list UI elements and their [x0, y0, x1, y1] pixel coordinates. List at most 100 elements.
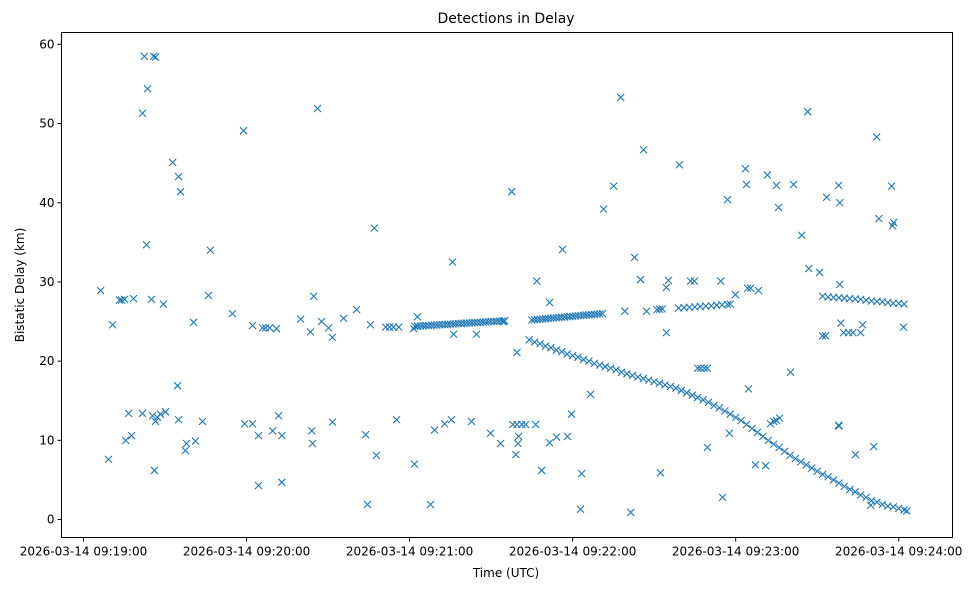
data-point [639, 145, 648, 154]
data-point [774, 203, 783, 212]
data-point [630, 253, 639, 262]
data-point [703, 443, 712, 452]
data-point [173, 381, 182, 390]
data-point [671, 384, 680, 392]
data-point [472, 330, 481, 339]
data-point [655, 379, 664, 388]
data-point [598, 309, 607, 318]
data-point [168, 158, 177, 167]
data-point [440, 419, 449, 428]
data-point [769, 417, 778, 426]
x-tick-label: 2026-03-14 09:22:00 [509, 545, 636, 559]
data-point [731, 290, 740, 299]
data-point [181, 446, 190, 455]
data-point [677, 386, 686, 395]
data-point [703, 364, 712, 373]
data-point [385, 323, 394, 331]
data-point [723, 195, 732, 204]
data-point [507, 187, 516, 196]
data-point [856, 328, 865, 337]
data-point [609, 182, 618, 191]
data-point [746, 284, 755, 293]
data-point [715, 403, 724, 412]
data-point [537, 466, 546, 475]
data-point [688, 391, 697, 400]
data-point [151, 417, 160, 426]
data-point [899, 323, 908, 331]
data-point [662, 328, 671, 337]
data-point [500, 316, 509, 325]
data-point [521, 420, 530, 429]
chart-title: Detections in Delay [437, 11, 574, 27]
data-point [743, 284, 752, 293]
data-point [204, 291, 213, 300]
data-point [159, 300, 168, 309]
data-point [856, 491, 865, 499]
data-point [296, 315, 305, 324]
data-point [563, 350, 572, 358]
data-point [851, 487, 860, 496]
data-point [274, 411, 283, 420]
data-point [824, 472, 832, 481]
data-point [616, 93, 625, 102]
series-track-c [525, 335, 911, 515]
data-point [143, 84, 152, 93]
data-point [807, 464, 816, 472]
data-point [862, 493, 870, 502]
data-point [366, 320, 375, 329]
data-point [612, 365, 620, 374]
data-point [718, 493, 727, 502]
data-point [623, 369, 631, 378]
data-point [150, 466, 159, 475]
data-point [121, 436, 130, 445]
data-point [514, 439, 522, 448]
data-point [254, 431, 263, 440]
data-point [894, 504, 903, 513]
data-point [834, 181, 843, 190]
data-point [579, 355, 588, 364]
data-point [742, 420, 751, 429]
data-point [313, 104, 322, 113]
data-points [96, 52, 911, 517]
data-point [595, 361, 604, 369]
data-point [682, 388, 691, 397]
data-point [633, 373, 642, 381]
data-point [96, 286, 105, 295]
data-point [124, 409, 133, 418]
data-point [363, 500, 372, 509]
data-point [601, 362, 610, 371]
data-point [191, 437, 200, 446]
data-point [265, 323, 274, 332]
data-point [878, 500, 887, 509]
data-point [835, 280, 844, 289]
data-point [887, 182, 896, 191]
data-point [410, 460, 419, 468]
data-point [726, 410, 735, 419]
data-point [725, 429, 734, 438]
data-point [361, 430, 370, 439]
data-point [786, 451, 794, 460]
data-point [716, 277, 725, 286]
x-tick-label: 2026-03-14 09:21:00 [346, 545, 473, 559]
data-point [845, 485, 854, 494]
data-point [129, 294, 138, 303]
data-point [104, 455, 113, 464]
data-point [182, 439, 191, 448]
data-point [308, 439, 317, 448]
data-point [889, 502, 898, 511]
data-point [753, 428, 762, 437]
data-point [585, 357, 593, 366]
data-point [693, 364, 702, 373]
data-point [277, 431, 286, 440]
data-point [413, 312, 422, 321]
y-tick-label: 30 [39, 275, 54, 289]
data-point [449, 330, 458, 339]
data-point [595, 309, 604, 318]
data-point [822, 193, 831, 202]
data-point [699, 396, 707, 404]
data-point [392, 415, 401, 424]
data-point [147, 295, 156, 304]
data-point [467, 417, 476, 426]
data-point [836, 319, 845, 328]
data-point [546, 343, 555, 352]
